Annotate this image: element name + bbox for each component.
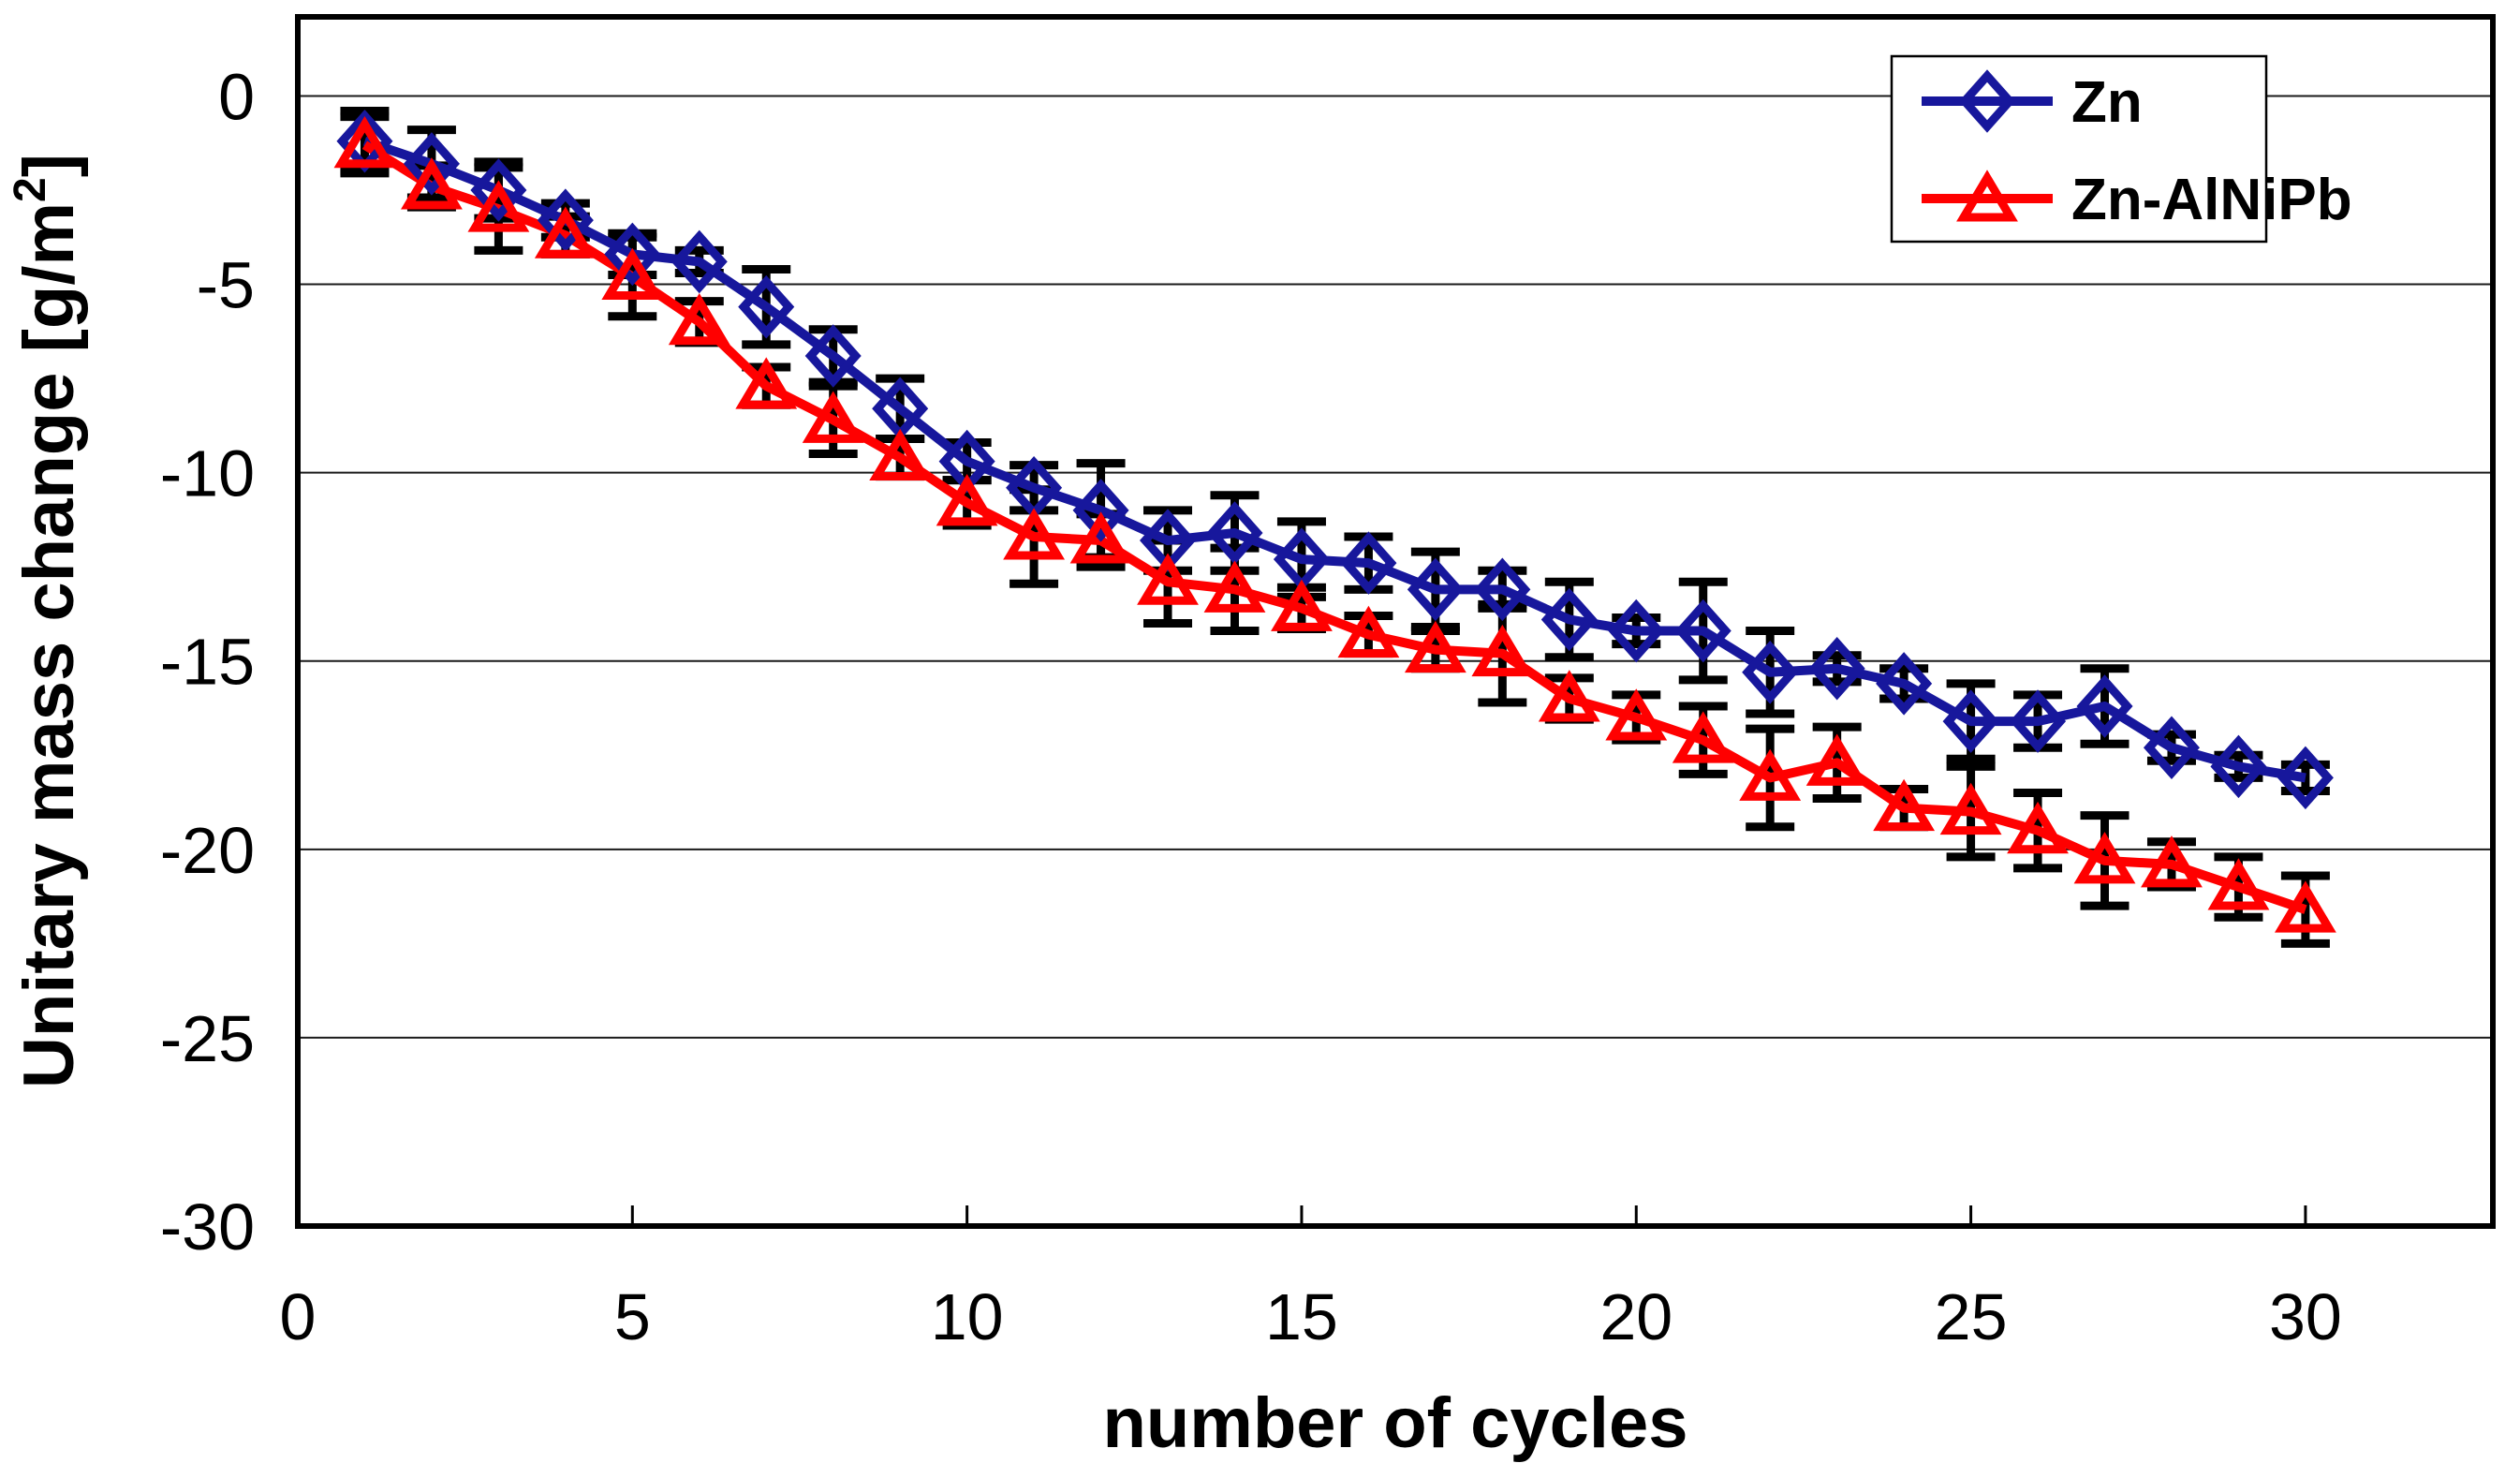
data-point-zn-cycle-20 — [1608, 599, 1665, 663]
legend: Zn Zn-AlNiPb — [1890, 54, 2352, 244]
data-point-zn-alnipb-cycle-3 — [467, 180, 530, 232]
data-point-zn-cycle-26 — [2010, 689, 2067, 753]
series-line-zn — [362, 136, 2306, 783]
data-point-zn-cycle-14 — [1206, 501, 1263, 565]
data-point-zn-cycle-6 — [671, 229, 728, 294]
data-point-zn-alnipb-cycle-14 — [1203, 560, 1266, 613]
data-point-zn-alnipb-cycle-27 — [2073, 832, 2136, 884]
series-markers — [333, 109, 2336, 933]
y-tick-label--20: -20 — [160, 814, 255, 887]
y-tick-label--10: -10 — [160, 437, 255, 510]
data-point-zn-alnipb-cycle-19 — [1538, 670, 1600, 722]
data-point-zn-cycle-22 — [1742, 641, 1799, 704]
data-point-zn-cycle-27 — [2076, 674, 2133, 738]
data-point-zn-alnipb-cycle-25 — [1939, 782, 2002, 835]
data-point-zn-cycle-19 — [1540, 587, 1598, 652]
x-axis-title: number of cycles — [1102, 1383, 1687, 1463]
legend-marker-zn-alnipb — [1956, 170, 2018, 222]
x-tick-label-20: 20 — [1599, 1280, 1673, 1353]
data-point-zn-cycle-5 — [604, 222, 661, 287]
data-point-zn-cycle-29 — [2210, 734, 2267, 799]
x-tick-label-5: 5 — [614, 1280, 651, 1353]
x-tick-label-10: 10 — [931, 1280, 1004, 1353]
data-point-zn-cycle-4 — [537, 188, 594, 252]
data-point-zn-cycle-7 — [738, 274, 795, 339]
y-tick-label--25: -25 — [160, 1002, 255, 1075]
data-point-zn-alnipb-cycle-4 — [534, 206, 597, 259]
y-tick-label-0: 0 — [218, 60, 255, 133]
data-point-zn-cycle-12 — [1072, 479, 1129, 542]
x-tick-label-15: 15 — [1265, 1280, 1338, 1353]
y-tick-label--15: -15 — [160, 626, 255, 699]
data-point-zn-cycle-28 — [2143, 716, 2200, 780]
data-point-zn-alnipb-cycle-7 — [735, 357, 798, 409]
x-tick-label-30: 30 — [2269, 1280, 2342, 1353]
data-point-zn-cycle-24 — [1876, 652, 1933, 716]
data-point-zn-alnipb-cycle-21 — [1672, 711, 1734, 763]
data-point-zn-alnipb-cycle-13 — [1137, 553, 1199, 605]
x-tick-label-0: 0 — [280, 1280, 317, 1353]
legend-marker-zn — [1958, 69, 2016, 133]
x-tick-label-25: 25 — [1935, 1280, 2008, 1353]
y-tick-label--30: -30 — [160, 1190, 255, 1264]
data-point-zn-cycle-23 — [1808, 636, 1865, 701]
x-axis-tick-labels: 0 5 10 15 20 25 30 — [280, 1280, 2342, 1353]
data-point-zn-alnipb-cycle-24 — [1873, 778, 1936, 832]
data-point-zn-cycle-3 — [470, 158, 527, 222]
data-point-zn-alnipb-cycle-1 — [333, 115, 396, 169]
legend-box — [1890, 54, 2268, 244]
x-axis-ticks — [296, 1205, 2307, 1226]
data-point-zn-alnipb-cycle-17 — [1404, 620, 1466, 673]
y-tick-label--5: -5 — [197, 249, 255, 322]
data-point-zn-alnipb-cycle-8 — [802, 391, 864, 443]
data-point-zn-cycle-8 — [804, 324, 862, 388]
y-axis-title: Unitary mass change [g/m2] — [6, 154, 89, 1088]
data-point-zn-alnipb-cycle-23 — [1805, 733, 1868, 786]
data-point-zn-alnipb-cycle-26 — [2007, 801, 2069, 854]
data-point-zn-cycle-18 — [1474, 557, 1531, 622]
legend-label-zn-alnipb: Zn-AlNiPb — [2071, 168, 2352, 232]
data-point-zn-cycle-25 — [1942, 689, 1999, 753]
data-point-zn-cycle-2 — [403, 132, 460, 196]
data-point-zn-alnipb-cycle-9 — [869, 428, 932, 481]
data-point-zn-alnipb-cycle-5 — [601, 247, 664, 301]
y-axis-tick-labels: 0 -5 -10 -15 -20 -25 -30 — [160, 60, 255, 1264]
data-point-zn-alnipb-cycle-30 — [2274, 880, 2336, 933]
data-point-zn-alnipb-cycle-2 — [401, 157, 463, 210]
data-point-zn-alnipb-cycle-6 — [668, 292, 730, 346]
data-point-zn-alnipb-cycle-10 — [936, 474, 998, 526]
y-axis-title-text: Unitary mass change [g/m2] — [6, 154, 89, 1088]
data-point-zn-alnipb-cycle-11 — [1003, 508, 1066, 560]
data-point-zn-alnipb-cycle-16 — [1337, 605, 1400, 658]
plot-border — [295, 14, 2496, 1229]
data-point-zn-cycle-17 — [1407, 557, 1464, 622]
data-point-zn-alnipb-cycle-18 — [1471, 624, 1534, 677]
data-point-zn-cycle-30 — [2277, 746, 2334, 810]
data-point-zn-alnipb-cycle-28 — [2141, 835, 2203, 888]
data-point-zn-cycle-16 — [1340, 531, 1397, 595]
data-point-zn-alnipb-cycle-20 — [1605, 688, 1668, 741]
data-point-zn-alnipb-cycle-29 — [2207, 858, 2270, 910]
data-point-zn-cycle-21 — [1674, 599, 1732, 663]
legend-label-zn: Zn — [2071, 70, 2143, 135]
plot-frame — [295, 14, 2496, 1229]
data-point-zn-alnipb-cycle-12 — [1069, 511, 1132, 564]
data-point-zn-alnipb-cycle-22 — [1739, 748, 1802, 801]
data-point-zn-alnipb-cycle-15 — [1271, 579, 1333, 631]
